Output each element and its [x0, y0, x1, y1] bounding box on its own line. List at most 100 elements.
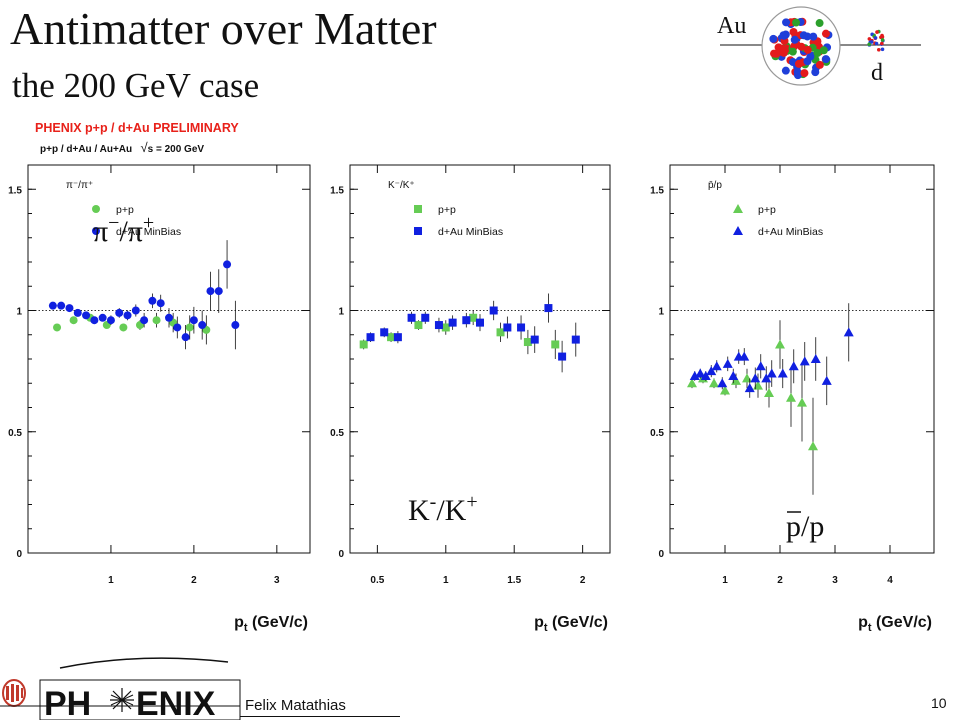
au-nucleon: [803, 45, 812, 54]
y-tick-label: 0: [658, 549, 664, 560]
data-point: [156, 299, 165, 308]
y-tick-label: 1: [16, 307, 22, 318]
data-point: [65, 304, 74, 313]
x-axis-label-p: p: [534, 614, 544, 631]
legend-marker: [414, 205, 422, 213]
y-tick-label: 1.5: [330, 185, 344, 196]
data-point: [496, 328, 505, 337]
big-label-mid: /p: [801, 510, 824, 543]
data-point: [810, 354, 821, 363]
x-tick-label: 1: [722, 575, 728, 586]
legend-marker: [92, 205, 100, 213]
data-point: [223, 260, 232, 269]
x-tick-label: 3: [832, 575, 838, 586]
au-nucleon: [792, 18, 801, 27]
plot-frame: [27, 164, 311, 554]
x-axis-label-sub: t: [244, 622, 248, 634]
data-point: [689, 370, 700, 380]
series-dau: [366, 293, 580, 373]
plot-frame: [669, 164, 935, 554]
panel-3: 00.511.51 2 3 4pt (GeV/c)p̄/pp+pd+Au MinBia…: [650, 164, 935, 634]
data-point: [189, 316, 198, 325]
x-axis-label-unit: (GeV/c): [548, 614, 608, 631]
legend-entry: p+p: [438, 204, 456, 216]
data-point: [544, 304, 553, 313]
au-nucleon: [809, 32, 818, 41]
data-point: [551, 340, 560, 349]
data-point: [380, 328, 389, 337]
x-axis-label-sub: t: [868, 622, 872, 634]
big-ratio-label: K-/K+: [408, 491, 478, 527]
data-point: [503, 323, 512, 332]
legend-entry: d+Au MinBias: [438, 226, 503, 238]
series-pp: [687, 320, 818, 495]
legend-marker: [733, 204, 743, 213]
data-point: [185, 323, 194, 332]
data-point: [700, 370, 711, 380]
series-dau: [48, 240, 240, 350]
logo-text-enix: ENIX: [136, 685, 216, 720]
data-point: [115, 308, 124, 317]
data-point: [722, 358, 733, 368]
au-nucleon: [793, 71, 802, 80]
data-point: [57, 301, 66, 310]
deuteron-nucleon: [867, 42, 872, 47]
panel-2: 0 0.5 1 1.5 0.5 1 1.5 2 pt (GeV/c) K⁻/K⁺ p+p d+Au M…: [330, 164, 611, 634]
data-point: [711, 361, 722, 371]
data-point: [799, 356, 810, 366]
legend-entry: p+p: [116, 204, 134, 216]
x-axis-label-unit: (GeV/c): [248, 614, 308, 631]
big-ratio-label: p/p: [786, 510, 824, 543]
deuteron-nucleon: [880, 41, 884, 46]
energy-systems: p+p / d+Au / Au+Au: [40, 144, 133, 155]
au-nucleon: [781, 66, 790, 75]
deuteron-nucleon: [880, 33, 884, 38]
x-axis-label: pt (GeV/c): [234, 614, 308, 634]
data-point: [414, 321, 423, 330]
logo-frame: [39, 679, 241, 720]
panel-1: 0 0.5 1 1.5 1 2 3 pt (GeV/c) π⁻/π⁺ p+p d+Au MinBia…: [8, 164, 311, 634]
preliminary-label: PHENIX p+p / d+Au PRELIMINARY: [35, 121, 239, 135]
data-point: [695, 368, 706, 378]
deuteron-nucleon: [869, 40, 874, 44]
data-point: [517, 323, 526, 332]
data-point: [777, 368, 788, 378]
data-point: [786, 392, 796, 402]
data-point: [728, 370, 739, 380]
data-point: [469, 313, 478, 322]
data-point: [198, 321, 207, 330]
deuteron-nucleon: [880, 38, 885, 42]
x-axis-label-p: p: [234, 614, 244, 631]
data-point: [69, 316, 78, 325]
data-point: [761, 373, 772, 383]
phenix-emblem-icon: [2, 679, 26, 707]
page-number: 10: [931, 695, 947, 711]
ratio-label: p̄/p: [708, 180, 722, 191]
x-tick-label: 2: [191, 575, 197, 586]
data-point: [73, 308, 82, 317]
data-point: [764, 387, 774, 397]
footer-line: [240, 716, 400, 717]
series-dau: [689, 303, 854, 406]
x-axis-label-p: p: [858, 614, 868, 631]
logo-star-icon: [110, 688, 134, 712]
data-point: [720, 385, 730, 395]
data-point: [706, 366, 717, 376]
data-point: [489, 306, 498, 315]
sqrt-icon: √: [140, 140, 148, 155]
big-ratio-label: π−/π+: [93, 212, 154, 248]
deuteron-nucleons: [867, 29, 885, 52]
deuteron-nucleon: [867, 37, 872, 41]
big-label-sup: -: [430, 491, 437, 513]
data-point: [123, 311, 132, 320]
data-point: [775, 339, 785, 349]
deuteron-nucleon: [880, 47, 885, 52]
legend-entry: p+p: [758, 204, 776, 216]
data-point: [53, 323, 62, 332]
ratio-label: K⁻/K⁺: [388, 180, 415, 191]
energy-value: s = 200 GeV: [147, 144, 205, 155]
au-nucleon: [782, 18, 791, 27]
data-point: [421, 313, 430, 322]
x-axis-label: pt (GeV/c): [858, 614, 932, 634]
phenix-logo: PH ENIX: [0, 657, 241, 720]
